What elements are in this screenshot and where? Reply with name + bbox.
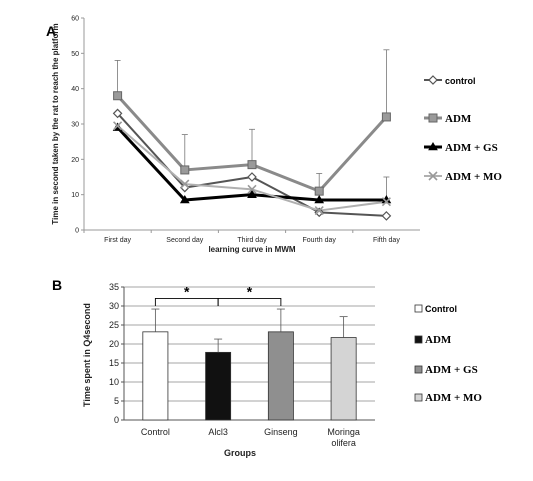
y-tick-label: 0 xyxy=(114,415,119,425)
x-tick-label: First day xyxy=(104,237,131,244)
x-tick-label: Second day xyxy=(166,237,203,244)
data-point-control xyxy=(381,211,392,221)
x-tick-label: Third day xyxy=(237,237,267,244)
data-point-adm xyxy=(381,112,391,122)
x-tick-label: olifera xyxy=(331,438,356,448)
error-bar-adm xyxy=(181,134,188,170)
legend-label: ADM + MO xyxy=(425,392,482,404)
data-point-adm xyxy=(113,91,123,101)
error-bar-moringa-olifera xyxy=(339,316,348,338)
x-tick-label: Moringa xyxy=(327,427,360,437)
legend-label: control xyxy=(445,76,476,86)
data-point-control xyxy=(314,207,325,218)
data-point-adm-gs xyxy=(179,194,190,204)
legend-item-control: Control xyxy=(414,304,457,314)
data-point-adm-mo xyxy=(113,121,123,131)
bar-moringa-olifera xyxy=(330,337,357,421)
x-tick-label: Alcl3 xyxy=(208,427,228,437)
x-axis-label: learning curve in MWM xyxy=(208,245,295,254)
x-tick-label: Fourth day xyxy=(302,237,336,244)
legend-item-adm-gs: ADM + GS xyxy=(414,364,478,376)
legend-swatch xyxy=(414,335,423,344)
legend-item-adm-gs: ADM + GS xyxy=(424,142,498,154)
bar-alcl3 xyxy=(205,351,232,421)
legend: control ADM ADM + GS ADM + MO xyxy=(424,75,502,183)
legend-item-adm: ADM xyxy=(424,113,472,125)
legend-item-adm: ADM xyxy=(414,334,452,346)
y-axis-label: Time spent in Q4second xyxy=(82,303,92,407)
y-tick-label: 5 xyxy=(114,396,119,406)
legend-item-adm-mo: ADM + MO xyxy=(424,171,502,183)
legend-label: ADM xyxy=(445,113,472,125)
y-tick-label: 60 xyxy=(71,16,79,23)
y-tick-label: 30 xyxy=(71,122,79,129)
y-tick-label: 0 xyxy=(75,228,79,235)
data-point-adm xyxy=(180,165,190,175)
legend-swatch xyxy=(414,393,423,402)
data-point-adm-mo xyxy=(247,184,257,194)
x-tick-label: Fifth day xyxy=(373,237,400,244)
data-point-control xyxy=(112,108,123,119)
legend-marker xyxy=(428,142,438,151)
data-point-adm-mo xyxy=(381,197,391,207)
legend-swatch xyxy=(414,365,423,374)
significance-bracket: * xyxy=(217,283,282,306)
error-bar-ginseng xyxy=(276,308,285,332)
error-bar-control xyxy=(151,308,160,332)
y-tick-label: 25 xyxy=(109,320,119,330)
bar-control xyxy=(142,331,169,421)
legend-label: ADM + GS xyxy=(445,142,498,154)
legend-swatch xyxy=(414,304,423,313)
y-axis-label: Time in second taken by the rat to reach… xyxy=(51,23,60,224)
legend-label: ADM xyxy=(425,334,452,346)
data-point-adm xyxy=(247,160,257,170)
legend-label: ADM + MO xyxy=(445,171,502,183)
error-bar-adm xyxy=(249,128,255,165)
bar-ginseng xyxy=(267,331,294,421)
error-bar-alcl3 xyxy=(214,338,223,353)
y-tick-label: 50 xyxy=(71,51,79,58)
panel-a-label: A xyxy=(46,23,56,39)
legend-marker xyxy=(428,113,438,123)
panel-b-label: B xyxy=(52,277,62,293)
y-tick-label: 30 xyxy=(109,301,119,311)
y-tick-label: 10 xyxy=(109,377,119,387)
data-point-adm-mo xyxy=(314,206,324,216)
legend: Control ADM ADM + GS ADM + MO xyxy=(414,304,482,404)
x-axis-label: Groups xyxy=(224,448,256,458)
data-point-adm-gs xyxy=(247,189,257,198)
data-point-control xyxy=(247,172,257,182)
y-tick-label: 20 xyxy=(109,339,119,349)
bar-chart: 0 5 10 15 20 25 30 35 Control Alcl3 Ginseng Moring… xyxy=(82,282,375,458)
legend-label: ADM + GS xyxy=(425,364,478,376)
x-tick-label: Control xyxy=(141,427,170,437)
error-bar-adm xyxy=(383,49,390,117)
significance-star: * xyxy=(184,283,190,299)
legend-label: Control xyxy=(425,304,457,314)
y-tick-label: 15 xyxy=(109,358,119,368)
y-tick-label: 10 xyxy=(71,192,79,199)
data-point-adm-gs xyxy=(314,194,325,204)
significance-star: * xyxy=(247,283,253,299)
error-bar-adm xyxy=(114,60,121,96)
y-tick-label: 35 xyxy=(109,282,119,292)
legend-item-control: control xyxy=(424,75,476,86)
data-point-adm-mo xyxy=(180,179,190,189)
data-point-adm xyxy=(314,186,324,196)
y-tick-label: 20 xyxy=(71,157,79,164)
y-tick-label: 40 xyxy=(71,86,79,93)
line-chart: 0 10 20 30 40 50 60 First day Second day Third d… xyxy=(51,16,420,254)
x-tick-label: Ginseng xyxy=(264,427,298,437)
legend-marker xyxy=(428,75,438,85)
legend-item-adm-mo: ADM + MO xyxy=(414,392,482,404)
legend-marker xyxy=(428,171,438,181)
